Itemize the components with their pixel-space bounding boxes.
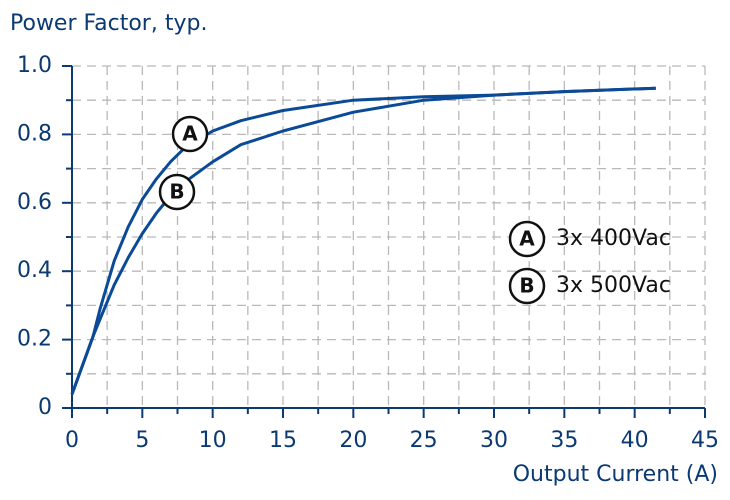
x-tick-label: 10 <box>199 428 227 453</box>
x-tick-label: 25 <box>410 428 438 453</box>
x-tick-label: 20 <box>339 428 367 453</box>
curve-marker-circle <box>158 173 196 211</box>
y-tick-label: 0.4 <box>17 258 52 283</box>
legend-marker-circle <box>508 267 546 305</box>
x-tick-label: 5 <box>135 428 149 453</box>
x-tick-label: 0 <box>65 428 79 453</box>
chart-title: Power Factor, typ. <box>10 11 207 36</box>
curve-marker: A <box>182 122 198 146</box>
x-tick-label: 15 <box>269 428 297 453</box>
x-tick-label: 45 <box>691 428 719 453</box>
y-tick-label: 0.6 <box>17 190 52 215</box>
x-tick-label: 35 <box>550 428 578 453</box>
legend-marker-circle <box>508 220 546 258</box>
x-tick-label: 40 <box>621 428 649 453</box>
y-tick-label: 0 <box>38 395 52 420</box>
y-tick-label: 1.0 <box>17 53 52 78</box>
curve-marker: B <box>169 180 184 204</box>
legend-marker: A <box>519 227 535 251</box>
legend-marker: B <box>519 274 534 298</box>
y-tick-label: 0.8 <box>17 121 52 146</box>
legend-label: 3x 400Vac <box>556 226 671 251</box>
curve-marker-circle <box>171 115 209 153</box>
x-axis-label: Output Current (A) <box>513 462 718 487</box>
x-tick-label: 30 <box>480 428 508 453</box>
legend-label: 3x 500Vac <box>556 273 671 298</box>
y-tick-label: 0.2 <box>17 327 52 352</box>
